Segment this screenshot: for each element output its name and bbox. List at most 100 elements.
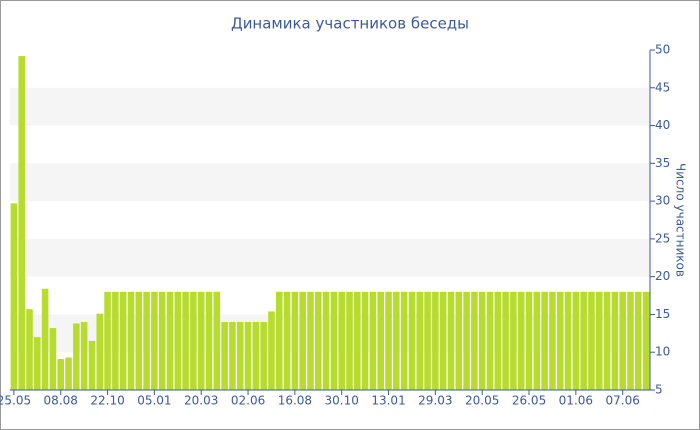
- bar: [221, 322, 228, 390]
- bar: [213, 291, 221, 390]
- bar: [635, 291, 642, 390]
- bar: [322, 291, 330, 390]
- x-tick-label: 29.03: [418, 394, 452, 408]
- bar: [236, 322, 244, 390]
- grid-band: [10, 87, 650, 126]
- bar: [533, 291, 541, 390]
- bar: [174, 291, 182, 390]
- chart-title: Динамика участников беседы: [231, 15, 469, 33]
- bar: [564, 291, 572, 390]
- bar: [642, 291, 650, 390]
- bar: [96, 313, 104, 390]
- bar: [588, 291, 595, 390]
- bar: [330, 291, 338, 390]
- bar: [104, 291, 111, 390]
- bar: [549, 291, 556, 390]
- bar: [572, 291, 580, 390]
- bar: [127, 291, 135, 390]
- bar: [307, 291, 314, 390]
- bar: [275, 291, 283, 390]
- y-tick-label: 40: [655, 118, 670, 132]
- bar: [416, 291, 424, 390]
- y-tick-label: 20: [655, 269, 670, 283]
- bar: [603, 291, 611, 390]
- x-tick-label: 05.01: [137, 394, 171, 408]
- bar: [377, 291, 385, 390]
- bar: [112, 291, 119, 390]
- bar: [502, 291, 509, 390]
- x-tick-label: 02.06: [231, 394, 265, 408]
- bar: [463, 291, 470, 390]
- bar: [197, 291, 205, 390]
- x-tick-label: 30.10: [325, 394, 359, 408]
- bar: [182, 291, 189, 390]
- bar: [291, 291, 299, 390]
- x-tick-label: 20.05: [465, 394, 499, 408]
- y-tick-label: 10: [655, 345, 670, 359]
- bar: [88, 340, 96, 390]
- bar: [408, 291, 416, 390]
- bar: [166, 291, 174, 390]
- y-tick-label: 30: [655, 194, 670, 208]
- x-tick-label: 26.05: [512, 394, 546, 408]
- bar: [424, 291, 431, 390]
- y-tick-label: 45: [655, 80, 670, 94]
- bar: [205, 291, 213, 390]
- x-tick-label: 08.08: [44, 394, 78, 408]
- bar: [580, 291, 587, 390]
- bar: [73, 323, 80, 390]
- bar: [619, 291, 626, 390]
- bar: [517, 291, 525, 390]
- bar: [439, 291, 447, 390]
- bar: [135, 291, 143, 390]
- x-tick-label: 22.10: [90, 394, 124, 408]
- bar: [34, 337, 41, 390]
- y-tick-label: 5: [655, 383, 663, 397]
- bar: [119, 291, 127, 390]
- bar: [268, 311, 275, 390]
- bar: [556, 291, 564, 390]
- bar: [471, 291, 478, 390]
- bar: [10, 203, 18, 390]
- x-tick-label: 25.05: [0, 394, 31, 408]
- bar: [18, 56, 25, 391]
- bar: [478, 291, 486, 390]
- x-tick-label: 16.08: [278, 394, 312, 408]
- bar: [65, 357, 72, 390]
- y-tick-label: 35: [655, 156, 670, 170]
- bar: [80, 322, 88, 390]
- bar: [283, 291, 291, 390]
- bar: [432, 291, 439, 390]
- bar: [595, 291, 603, 390]
- y-tick-label: 25: [655, 231, 670, 245]
- bar: [494, 291, 502, 390]
- bar: [455, 291, 463, 390]
- y-axis-label: Число участников: [674, 163, 688, 277]
- bar: [49, 328, 57, 390]
- y-tick-label: 50: [655, 43, 670, 57]
- bar: [151, 291, 158, 390]
- bar: [143, 291, 150, 390]
- bar: [190, 291, 197, 390]
- grid-band: [10, 238, 650, 277]
- bar: [315, 291, 322, 390]
- bar: [510, 291, 517, 390]
- bar: [57, 359, 65, 390]
- bar: [299, 291, 306, 390]
- bar: [354, 291, 361, 390]
- bar: [260, 322, 267, 390]
- bar: [41, 288, 49, 390]
- bar: [400, 291, 408, 390]
- bar: [486, 291, 494, 390]
- bar: [26, 309, 33, 390]
- y-tick-label: 15: [655, 307, 670, 321]
- bar: [346, 291, 353, 390]
- bar: [525, 291, 533, 390]
- x-tick-label: 13.01: [371, 394, 405, 408]
- x-tick-label: 20.03: [184, 394, 218, 408]
- bar: [252, 322, 260, 390]
- bar: [447, 291, 455, 390]
- bar: [611, 291, 619, 390]
- bar: [385, 291, 392, 390]
